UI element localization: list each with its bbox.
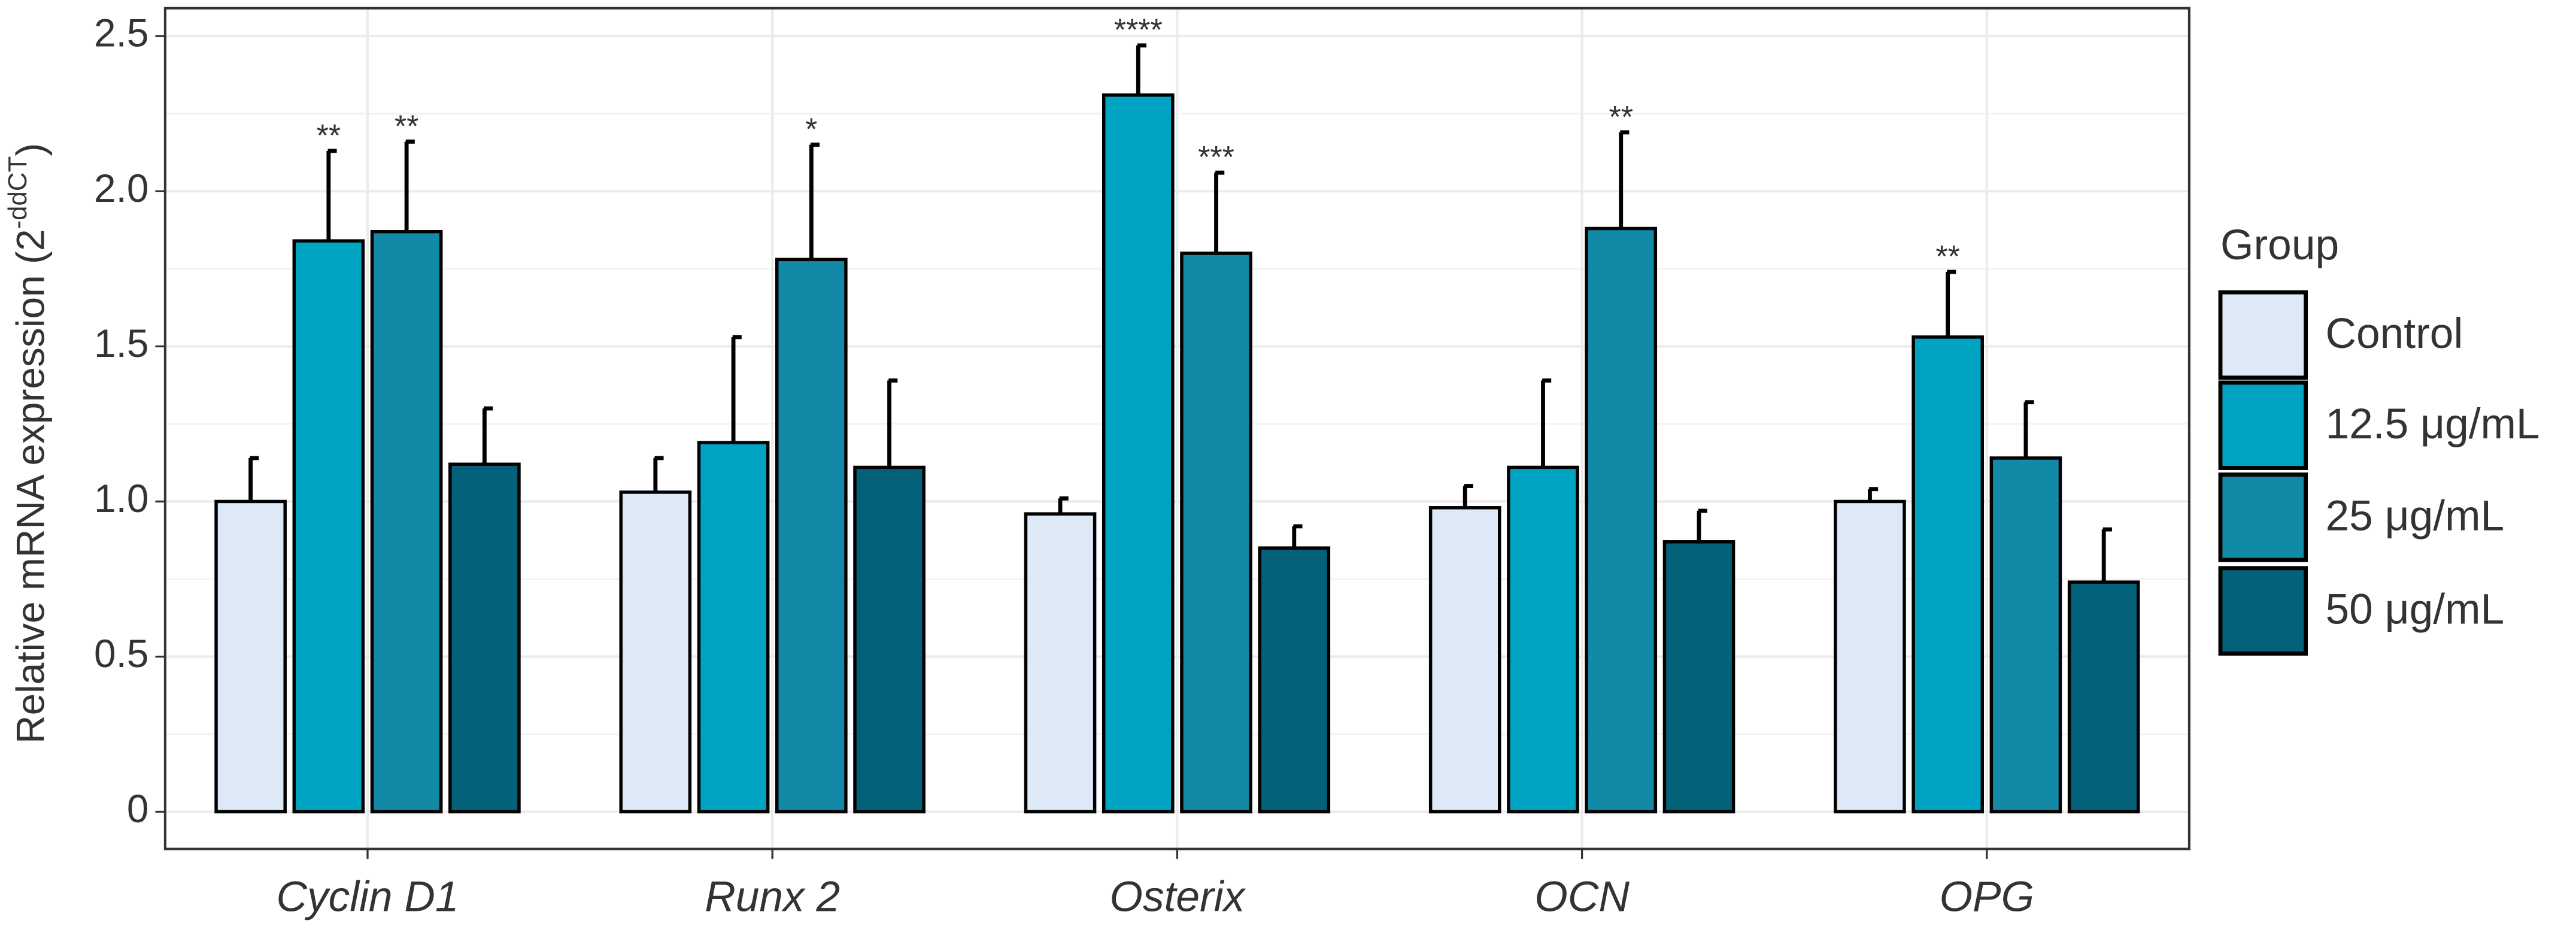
- bar: [1258, 546, 1331, 814]
- bar: [292, 239, 365, 814]
- significance-label: *: [805, 112, 817, 147]
- legend-title: Group: [2220, 221, 2339, 269]
- y-axis-label-main: Relative mRNA expression (2: [8, 229, 53, 744]
- x-tick-label: OPG: [1940, 873, 2034, 921]
- plot-border: [163, 7, 2190, 850]
- legend-label: 25 μg/mL: [2326, 492, 2505, 540]
- bar: [1180, 252, 1252, 814]
- x-tick-label: Cyclin D1: [277, 873, 459, 921]
- significance-label: **: [1609, 100, 1633, 135]
- significance-label: ***: [1198, 140, 1234, 175]
- bar: [697, 441, 770, 814]
- y-tick-label: 2.5: [94, 11, 148, 55]
- bar: [1989, 456, 2062, 814]
- y-tick-label: 1.0: [94, 476, 148, 520]
- x-tick-label: Osterix: [1110, 873, 1246, 921]
- y-axis-label-suffix: ): [8, 143, 53, 156]
- significance-label: **: [395, 109, 419, 144]
- bar: [1911, 335, 1985, 814]
- bar: [775, 258, 848, 814]
- legend-label: 50 μg/mL: [2326, 586, 2505, 634]
- legend-key: [2218, 380, 2308, 470]
- bar: [619, 490, 692, 814]
- bar: [2067, 580, 2140, 814]
- x-tick-label: Runx 2: [705, 873, 840, 921]
- bar: [370, 229, 443, 814]
- bar: [214, 499, 287, 814]
- y-tick-label: 0.5: [94, 631, 148, 676]
- significance-label: ****: [1114, 13, 1163, 48]
- legend-key: [2218, 566, 2308, 656]
- y-tick-label: 1.5: [94, 321, 148, 365]
- legend-key: [2218, 290, 2308, 380]
- y-tick-label: 2.0: [94, 166, 148, 210]
- x-tick-label: OCN: [1534, 873, 1630, 921]
- legend-label: 12.5 μg/mL: [2326, 400, 2540, 448]
- y-axis-label: Relative mRNA expression (2-ddCT): [2, 143, 52, 744]
- legend-label: Control: [2326, 310, 2463, 358]
- bar: [1662, 540, 1735, 814]
- bar: [1024, 512, 1097, 814]
- y-axis-label-superscript: -ddCT: [2, 156, 32, 229]
- bar: [853, 465, 926, 814]
- bar: [1585, 226, 1658, 814]
- bar: [448, 462, 521, 814]
- bar: [1834, 499, 1906, 814]
- bar: [1102, 93, 1175, 814]
- bar: [1507, 465, 1579, 814]
- y-tick-label: 0: [127, 786, 149, 831]
- significance-label: **: [317, 119, 341, 153]
- legend-key: [2218, 472, 2308, 562]
- bar: [1428, 506, 1501, 814]
- significance-label: **: [1935, 240, 1960, 274]
